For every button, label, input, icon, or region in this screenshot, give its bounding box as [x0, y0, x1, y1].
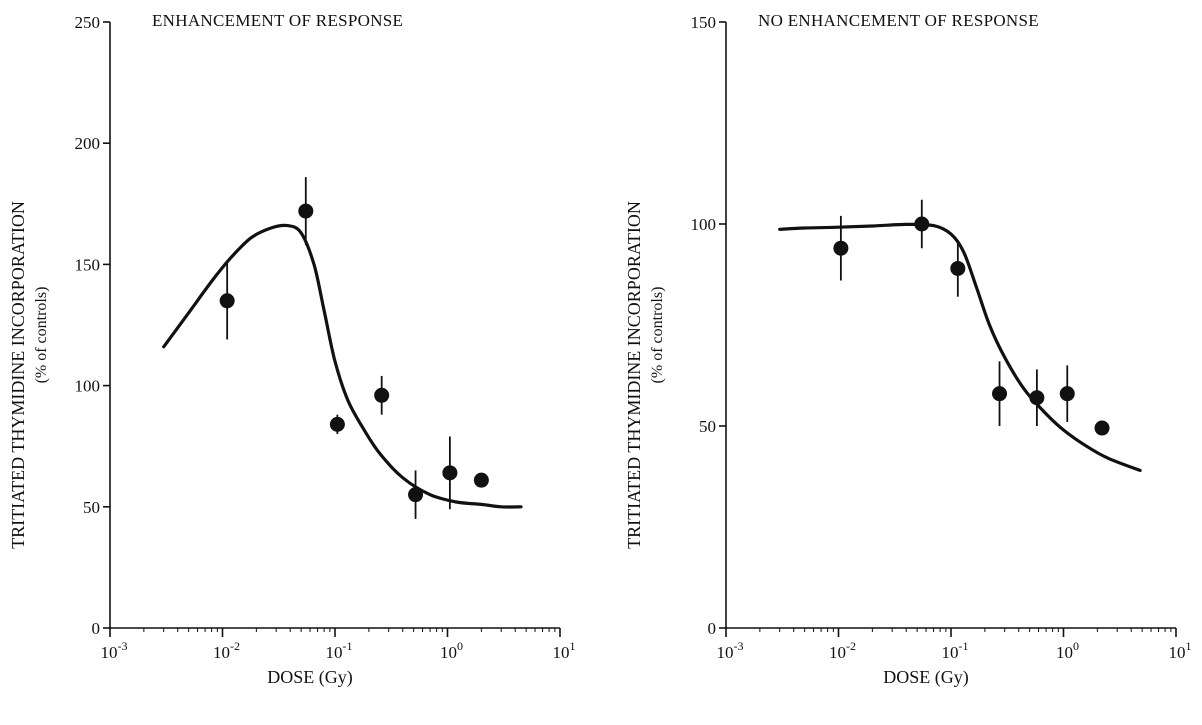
chart-title: ENHANCEMENT OF RESPONSE — [152, 11, 403, 30]
x-axis-label: DOSE (Gy) — [267, 667, 353, 688]
x-tick-label: 10-1 — [942, 639, 969, 662]
fitted-curve — [162, 223, 523, 509]
y-axis-label: TRITIATED THYMIDINE INCORPORATION — [624, 201, 644, 549]
fitted-curve — [778, 222, 1142, 472]
x-tick-label: 101 — [1169, 639, 1192, 662]
data-point — [219, 293, 235, 309]
y-tick-label: 150 — [75, 255, 101, 274]
y-axis-sublabel: (% of controls) — [649, 287, 666, 384]
data-point — [442, 465, 458, 481]
x-tick-label: 10-3 — [101, 639, 128, 662]
data-point — [950, 260, 966, 276]
x-axis-label: DOSE (Gy) — [883, 667, 969, 688]
data-point — [329, 416, 345, 432]
x-tick-label: 100 — [1056, 639, 1079, 662]
x-tick-label: 101 — [553, 639, 576, 662]
chart-title: NO ENHANCEMENT OF RESPONSE — [758, 11, 1039, 30]
x-tick-label: 100 — [440, 639, 463, 662]
data-point — [833, 240, 849, 256]
y-tick-label: 250 — [75, 13, 101, 32]
data-point — [408, 487, 424, 503]
x-tick-label: 10-2 — [213, 639, 240, 662]
x-tick-label: 10-2 — [829, 639, 856, 662]
y-tick-label: 100 — [75, 377, 101, 396]
data-point — [914, 216, 930, 232]
x-tick-label: 10-1 — [326, 639, 353, 662]
data-point — [473, 472, 489, 488]
y-axis-label: TRITIATED THYMIDINE INCORPORATION — [8, 201, 28, 549]
data-point — [992, 386, 1008, 402]
chart-panel-1: 0 50 100 150 200 250 10-3 10-2 10-1 100 101 ENHANCE… — [8, 11, 576, 688]
y-tick-label: 50 — [83, 498, 100, 517]
x-tick-label: 10-3 — [717, 639, 744, 662]
y-tick-label: 0 — [708, 619, 717, 638]
y-tick-label: 200 — [75, 134, 101, 153]
data-point — [298, 203, 314, 219]
y-tick-label: 100 — [691, 215, 717, 234]
data-point — [1029, 390, 1045, 406]
y-tick-label: 150 — [691, 13, 717, 32]
y-axis-sublabel: (% of controls) — [33, 287, 50, 384]
data-point — [1059, 386, 1075, 402]
data-point — [374, 387, 390, 403]
chart-panel-2: 0 50 100 150 10-3 10-2 10-1 100 101 NO ENHANCEMEN… — [624, 11, 1192, 688]
y-tick-label: 0 — [92, 619, 101, 638]
data-point — [1094, 420, 1110, 436]
y-tick-label: 50 — [699, 417, 716, 436]
